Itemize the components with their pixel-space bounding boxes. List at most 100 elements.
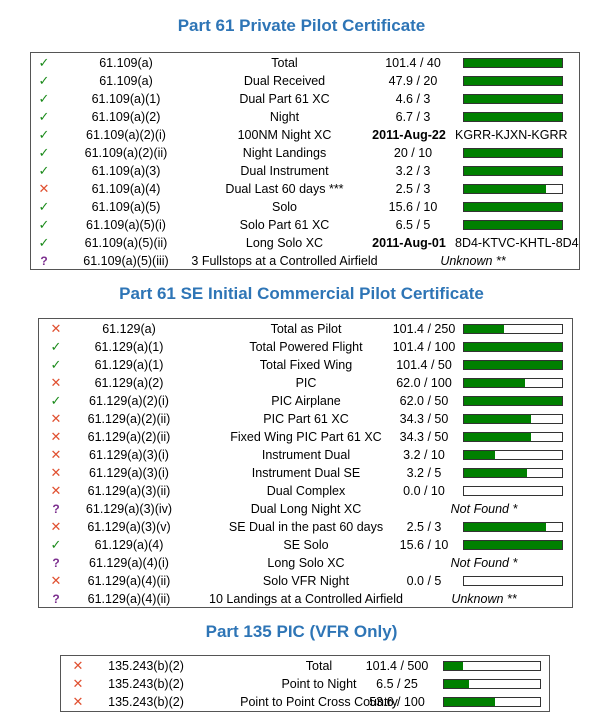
hours-value: 34.3 / 50 [399,430,449,444]
progress-bar [463,202,563,212]
progress-bar [463,450,563,460]
requirements-table-commercial: ✕ 61.129(a) Total as Pilot 101.4 / 250 ✓ 61.1… [38,318,573,608]
hours-value: 6.7 / 3 [395,110,431,124]
requirement-row: ✕ 135.243(b)(2) Point to Night 6.5 / 25 [61,675,549,693]
check-icon: ✓ [38,127,50,142]
regulation-ref: 61.129(a)(3)(i) [89,466,169,480]
requirement-row: ✓ 61.109(a)(5)(i) Solo Part 61 XC 6.5 / 5 [31,216,579,234]
hours-value: 15.6 / 10 [399,538,449,552]
requirement-description: Dual Part 61 XC [239,92,330,106]
cross-icon: ✕ [50,573,62,588]
progress-fill [444,662,464,670]
flight-route: 8D4-KTVC-KHTL-8D4 [455,236,579,250]
requirement-description: Point to Point Cross Country [240,695,398,709]
hours-value: 62.0 / 50 [399,394,449,408]
regulation-ref: 61.109(a)(5)(i) [86,218,166,232]
cross-icon: ✕ [50,447,62,462]
requirement-row: ✓ 61.109(a) Total 101.4 / 40 [31,54,579,72]
requirement-row: ✓ 61.109(a)(5) Solo 15.6 / 10 [31,198,579,216]
requirement-description: Dual Received [243,74,326,88]
requirement-description: Point to Night [281,677,357,691]
regulation-ref: 61.129(a)(2)(i) [89,394,169,408]
progress-bar [463,576,563,586]
progress-bar [463,324,563,334]
question-icon: ? [52,502,60,516]
regulation-ref: 61.129(a)(2)(ii) [87,430,171,444]
section-title-commercial: Part 61 SE Initial Commercial Pilot Cert… [119,284,484,303]
check-icon: ✓ [38,163,50,178]
progress-fill [464,167,562,175]
regulation-ref: 135.243(b)(2) [108,659,184,673]
regulation-ref: 61.109(a)(5)(iii) [83,254,169,268]
requirement-description: Dual Complex [266,484,346,498]
requirement-description: Dual Instrument [240,164,329,178]
hours-value: 6.5 / 5 [395,218,431,232]
requirement-row: ✓ 61.129(a)(1) Total Powered Flight 101.4 /… [39,338,572,356]
requirement-description: Dual Long Night XC [250,502,362,516]
hours-value: 0.0 / 10 [403,484,445,498]
progress-fill [464,343,562,351]
hours-value: 20 / 10 [393,146,433,160]
hours-value: 2.5 / 3 [395,182,431,196]
status-note: Unknown ** [451,592,517,606]
requirement-description: Fixed Wing PIC Part 61 XC [230,430,382,444]
progress-bar [463,94,563,104]
progress-bar [463,522,563,532]
progress-bar [463,76,563,86]
requirement-row: ✓ 61.109(a)(1) Dual Part 61 XC 4.6 / 3 [31,90,579,108]
check-icon: ✓ [50,393,62,408]
check-icon: ✓ [38,55,50,70]
requirement-description: 3 Fullstops at a Controlled Airfield [191,254,378,268]
requirement-row: ✕ 61.129(a) Total as Pilot 101.4 / 250 [39,320,572,338]
progress-bar [443,679,541,689]
requirement-row: ✕ 61.129(a)(4)(ii) Solo VFR Night 0.0 / 5 [39,572,572,590]
requirement-row: ✓ 61.129(a)(4) SE Solo 15.6 / 10 [39,536,572,554]
requirement-description: Long Solo XC [245,236,324,250]
question-icon: ? [52,556,60,570]
requirement-description: Total [271,56,298,70]
regulation-ref: 61.109(a)(2)(ii) [84,146,168,160]
cross-icon: ✕ [38,181,50,196]
hours-value: 62.0 / 100 [396,376,452,390]
cross-icon: ✕ [50,519,62,534]
hours-value: 47.9 / 20 [388,74,438,88]
cross-icon: ✕ [50,483,62,498]
progress-fill [464,95,562,103]
requirement-row: ✕ 61.129(a)(3)(i) Instrument Dual SE 3.2 / … [39,464,572,482]
requirement-row: ? 61.109(a)(5)(iii) 3 Fullstops at a Contr… [31,252,579,270]
regulation-ref: 135.243(b)(2) [108,677,184,691]
requirement-row: ✓ 61.129(a)(1) Total Fixed Wing 101.4 / 50 [39,356,572,374]
hours-value: 34.3 / 50 [399,412,449,426]
check-icon: ✓ [38,199,50,214]
requirement-row: ✓ 61.129(a)(2)(i) PIC Airplane 62.0 / 50 [39,392,572,410]
progress-bar [463,220,563,230]
progress-bar [443,697,541,707]
progress-bar [443,661,541,671]
requirements-table-private: ✓ 61.109(a) Total 101.4 / 40 ✓ 61.109(a) Dual … [30,52,580,270]
requirement-description: SE Solo [283,538,329,552]
requirement-description: SE Dual in the past 60 days [228,520,384,534]
requirement-row: ✕ 61.129(a)(3)(i) Instrument Dual 3.2 / 10 [39,446,572,464]
progress-bar [463,432,563,442]
regulation-ref: 61.129(a)(4)(i) [89,556,169,570]
progress-fill [464,325,504,333]
progress-fill [464,77,562,85]
section-title-part135: Part 135 PIC (VFR Only) [205,622,398,641]
progress-bar [463,166,563,176]
hours-value: 101.4 / 50 [396,358,452,372]
progress-fill [464,185,546,193]
hours-value: 15.6 / 10 [388,200,438,214]
requirement-row: ✓ 61.109(a)(2)(ii) Night Landings 20 / 10 [31,144,579,162]
progress-bar [463,342,563,352]
cross-icon: ✕ [72,658,84,673]
requirement-row: ✓ 61.109(a)(5)(ii) Long Solo XC 2011-Aug-01… [31,234,579,252]
check-icon: ✓ [38,217,50,232]
requirement-row: ? 61.129(a)(4)(i) Long Solo XC Not Found * [39,554,572,572]
progress-fill [444,680,469,688]
check-icon: ✓ [38,73,50,88]
requirement-description: PIC Part 61 XC [263,412,349,426]
regulation-ref: 61.109(a) [99,56,153,70]
cross-icon: ✕ [50,375,62,390]
progress-bar [463,184,563,194]
regulation-ref: 61.129(a)(2)(ii) [87,412,171,426]
